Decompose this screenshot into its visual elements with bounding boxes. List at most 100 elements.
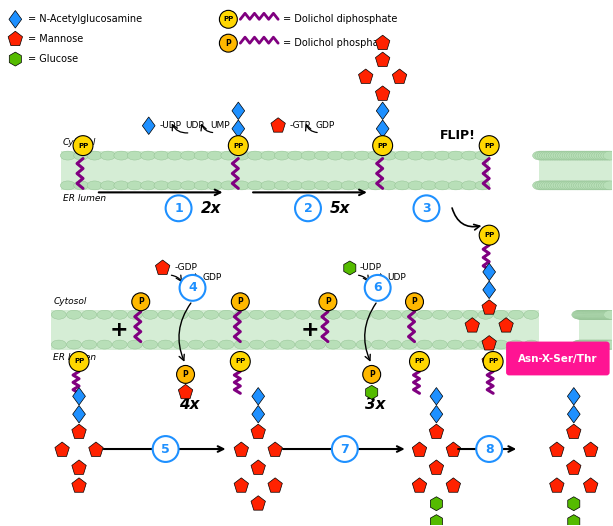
Ellipse shape [539,181,554,190]
Polygon shape [430,406,443,423]
Polygon shape [566,424,581,439]
Text: PP: PP [488,359,498,365]
Ellipse shape [143,340,158,349]
Ellipse shape [51,340,66,349]
Ellipse shape [140,181,156,190]
Ellipse shape [598,310,612,319]
Polygon shape [482,336,497,350]
Ellipse shape [140,151,156,160]
Ellipse shape [154,151,169,160]
Ellipse shape [524,310,539,319]
Ellipse shape [585,181,600,190]
Ellipse shape [74,151,89,160]
Ellipse shape [586,310,601,319]
Ellipse shape [589,310,604,319]
Ellipse shape [194,151,209,160]
Ellipse shape [402,340,417,349]
Polygon shape [483,263,495,281]
Ellipse shape [221,181,236,190]
Ellipse shape [261,151,276,160]
Ellipse shape [598,340,613,349]
Ellipse shape [368,151,383,160]
Ellipse shape [596,181,611,190]
Text: 5x: 5x [330,201,351,216]
Polygon shape [268,442,283,457]
Ellipse shape [207,151,223,160]
Text: -GDP: -GDP [175,264,197,272]
Ellipse shape [577,340,592,349]
Text: P: P [325,297,331,306]
Ellipse shape [580,340,595,349]
Circle shape [231,293,249,311]
Text: PP: PP [484,232,494,238]
Ellipse shape [565,151,579,160]
Ellipse shape [249,310,264,319]
Text: = Mannose: = Mannose [28,34,83,44]
Ellipse shape [356,310,371,319]
Polygon shape [72,478,86,492]
Ellipse shape [595,340,611,349]
Ellipse shape [565,181,579,190]
Polygon shape [9,11,21,28]
Ellipse shape [574,310,589,319]
Ellipse shape [539,151,554,160]
Ellipse shape [128,340,142,349]
Ellipse shape [581,151,595,160]
Ellipse shape [314,181,329,190]
Ellipse shape [341,151,356,160]
Ellipse shape [194,181,209,190]
Polygon shape [430,497,443,511]
Bar [579,310,612,350]
Polygon shape [584,478,598,492]
Ellipse shape [595,340,609,349]
Ellipse shape [74,181,89,190]
Ellipse shape [598,310,613,319]
Ellipse shape [128,151,142,160]
Ellipse shape [435,181,450,190]
Text: PP: PP [484,143,494,149]
Text: +: + [110,320,128,340]
Ellipse shape [387,340,402,349]
Ellipse shape [143,310,158,319]
Ellipse shape [575,310,590,319]
Ellipse shape [592,310,607,319]
Circle shape [373,136,392,156]
Ellipse shape [604,310,613,319]
Ellipse shape [542,151,557,160]
FancyBboxPatch shape [506,341,609,376]
Text: FLIP!: FLIP! [440,129,475,142]
Circle shape [180,275,205,301]
Text: 6: 6 [373,281,382,295]
Text: = Glucose: = Glucose [28,54,78,64]
Text: GDP: GDP [316,121,335,130]
Ellipse shape [173,310,188,319]
Polygon shape [446,442,460,457]
Ellipse shape [604,340,613,349]
Bar [51,310,539,350]
Ellipse shape [584,310,599,319]
Ellipse shape [265,340,280,349]
Ellipse shape [158,310,173,319]
Ellipse shape [587,340,602,349]
Ellipse shape [533,151,547,160]
Ellipse shape [589,340,604,349]
Circle shape [406,293,424,311]
Ellipse shape [593,340,608,349]
Ellipse shape [537,151,552,160]
Polygon shape [8,31,23,46]
Ellipse shape [60,181,75,190]
Ellipse shape [326,340,341,349]
Ellipse shape [601,181,613,190]
Circle shape [69,351,89,371]
Ellipse shape [594,181,609,190]
Ellipse shape [448,181,463,190]
Text: PP: PP [378,143,388,149]
Ellipse shape [463,340,478,349]
Text: 1: 1 [174,202,183,215]
Ellipse shape [114,181,129,190]
Polygon shape [232,120,245,137]
Text: UMP: UMP [210,121,230,130]
Circle shape [230,351,250,371]
Ellipse shape [462,181,476,190]
Ellipse shape [581,310,596,319]
